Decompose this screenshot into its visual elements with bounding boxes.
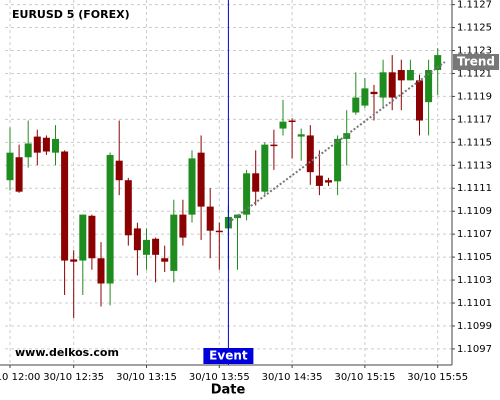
- candle-body: [179, 214, 187, 238]
- candle-body: [288, 120, 296, 123]
- candle-body: [434, 55, 442, 71]
- candle-body: [15, 157, 23, 192]
- y-tick-label: 1.1123: [457, 46, 492, 57]
- y-tick-label: 1.1119: [457, 91, 492, 102]
- candle-body: [52, 138, 59, 153]
- candle-body: [161, 258, 169, 262]
- trend-label-box: [453, 53, 499, 70]
- y-tick-label: 1.1115: [457, 137, 492, 148]
- candle-body: [79, 214, 87, 261]
- candle-body: [61, 151, 69, 261]
- event-label: Event: [209, 349, 248, 363]
- x-tick-label: 30/10 14:35: [262, 372, 323, 383]
- candle-body: [42, 137, 50, 152]
- chart-title: EURUSD 5 (FOREX): [12, 8, 130, 21]
- candles: [6, 48, 442, 318]
- candle-body: [24, 143, 32, 158]
- y-tick-label: 1.1101: [457, 298, 492, 309]
- candle-body: [33, 136, 41, 153]
- x-tick-label: 30/10 15:55: [407, 372, 468, 383]
- candle-body: [70, 259, 78, 262]
- candle-body: [388, 72, 396, 98]
- candle-body: [215, 230, 223, 233]
- candle-body: [133, 228, 141, 251]
- candle-body: [143, 239, 150, 255]
- trend-line: [227, 61, 446, 224]
- candle-body: [297, 134, 305, 137]
- candle-body: [234, 214, 241, 219]
- y-tick-label: 1.1099: [457, 321, 492, 332]
- candle-body: [361, 88, 369, 106]
- candle-body: [124, 180, 132, 236]
- candle-body: [188, 158, 196, 215]
- candle-body: [106, 154, 114, 284]
- candle-body: [261, 144, 269, 192]
- candle-body: [379, 72, 387, 98]
- candle-body: [252, 173, 260, 192]
- y-tick-label: 1.1121: [457, 68, 492, 79]
- candle-body: [88, 215, 96, 259]
- candle-body: [243, 173, 251, 215]
- candle-body: [152, 238, 160, 255]
- x-tick-label: 30/10 12:35: [43, 372, 104, 383]
- y-tick-label: 1.1125: [457, 23, 492, 34]
- y-tick-label: 1.1109: [457, 206, 492, 217]
- candle-body: [170, 214, 178, 271]
- y-tick-label: 1.1097: [457, 344, 492, 355]
- candle-body: [325, 180, 332, 183]
- candle-body: [425, 70, 433, 103]
- candle-body: [306, 135, 314, 173]
- x-tick-label: 30/10 13:15: [116, 372, 177, 383]
- y-tick-label: 1.1105: [457, 252, 492, 263]
- candle-body: [97, 258, 105, 284]
- y-tick-label: 1.1113: [457, 160, 492, 171]
- candle-body: [115, 160, 123, 181]
- y-tick-label: 1.1111: [457, 183, 492, 194]
- candle-body: [206, 206, 214, 231]
- candle-body: [397, 70, 405, 81]
- x-tick-label: 30/10 12:00: [0, 372, 40, 383]
- candle-body: [416, 80, 423, 121]
- candle-body: [197, 152, 205, 207]
- candle-body: [406, 70, 414, 81]
- trend-label: Trend: [457, 54, 495, 68]
- y-tick-label: 1.1103: [457, 275, 492, 286]
- candle-body: [279, 121, 287, 129]
- candle-body: [370, 91, 378, 95]
- candle-body: [343, 133, 351, 139]
- candle-body: [315, 175, 323, 186]
- y-tick-label: 1.1127: [457, 0, 492, 11]
- watermark: www.delkos.com: [15, 346, 119, 359]
- candle-body: [334, 138, 342, 182]
- x-tick-label: 30/10 15:15: [334, 372, 395, 383]
- candle-body: [352, 97, 360, 113]
- y-tick-label: 1.1117: [457, 114, 492, 125]
- y-tick-label: 1.1107: [457, 229, 492, 240]
- candle-body: [270, 144, 278, 147]
- event-label-box: [203, 348, 254, 364]
- x-axis-label: Date: [211, 383, 246, 398]
- candle-body: [6, 152, 14, 181]
- x-tick-label: 30/10 13:55: [189, 372, 250, 383]
